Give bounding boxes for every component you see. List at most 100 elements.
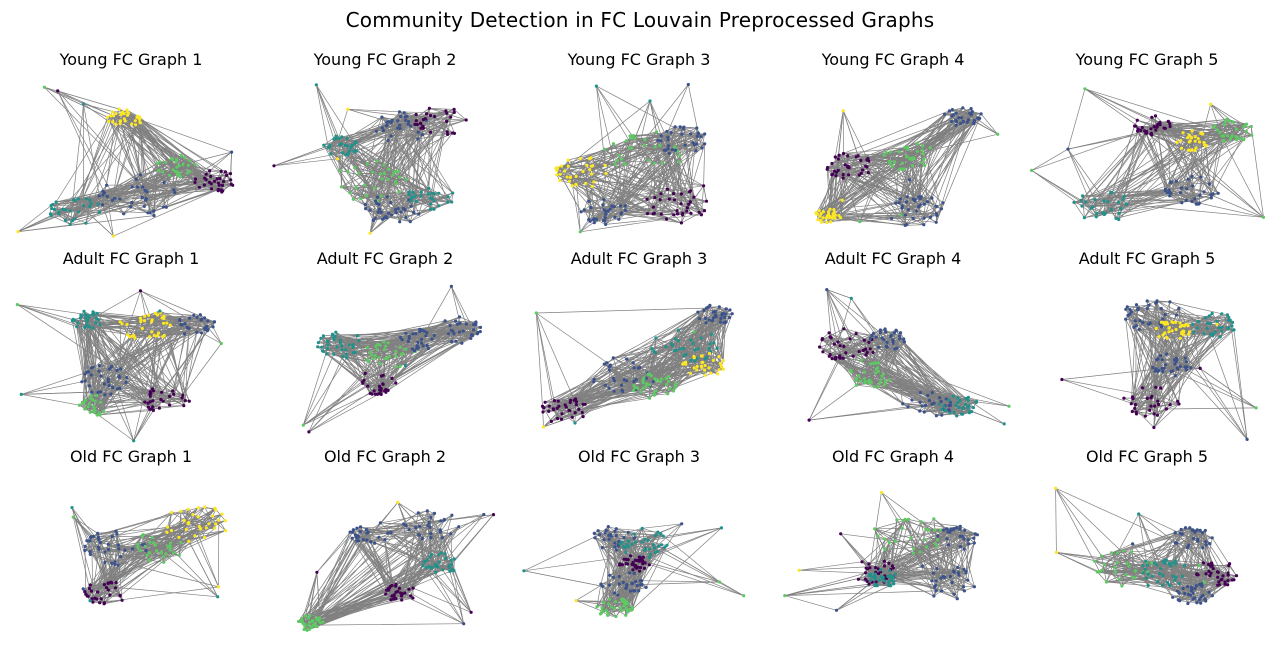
graph-node: [381, 129, 385, 133]
panel-title: Young FC Graph 1: [59, 50, 203, 69]
graph-node: [1167, 188, 1171, 192]
graph-node: [591, 218, 595, 222]
graph-node: [87, 384, 91, 388]
edge-layer: [815, 107, 998, 226]
graph-node: [187, 316, 192, 320]
graph-node: [913, 199, 917, 203]
graph-edge: [83, 311, 164, 402]
graph-node: [404, 177, 408, 181]
graph-node: [177, 164, 181, 168]
graph-node: [106, 377, 110, 381]
graph-panel: Young FC Graph 4: [766, 50, 1020, 250]
graph-node: [673, 145, 677, 149]
graph-panel: Young FC Graph 5: [1020, 50, 1274, 250]
graph-node: [135, 115, 139, 119]
graph-edge: [391, 120, 412, 199]
graph-node: [206, 319, 210, 323]
node-layer: [272, 83, 468, 235]
graph-node: [826, 165, 830, 170]
graph-edge: [583, 149, 605, 210]
node-layer: [554, 82, 709, 234]
graph-edge: [391, 112, 405, 121]
graph-node: [376, 210, 380, 214]
graph-node: [884, 151, 888, 155]
graph-node: [142, 204, 146, 208]
graph-edge: [843, 153, 884, 156]
graph-node: [846, 154, 850, 158]
graph-node: [209, 182, 213, 186]
graph-node: [892, 160, 896, 164]
graph-node: [1180, 201, 1184, 205]
graph-node: [902, 167, 906, 171]
graph-node: [385, 216, 389, 220]
graph-edge: [226, 175, 232, 185]
graph-edge: [907, 109, 953, 148]
graph-node: [445, 111, 449, 115]
graph-node: [139, 318, 143, 322]
graph-edge: [150, 400, 190, 403]
graph-edge: [17, 164, 184, 232]
graph-edge: [905, 224, 924, 226]
graph-node: [1190, 174, 1194, 178]
graph-node: [890, 216, 894, 221]
graph-node: [203, 316, 207, 320]
graph-node: [429, 130, 433, 134]
graph-node: [119, 113, 123, 117]
graph-edge: [69, 200, 76, 212]
graph-edge: [1110, 192, 1112, 210]
graph-edge: [453, 109, 467, 121]
graph-node: [1193, 197, 1197, 201]
graph-edge: [180, 176, 218, 180]
graph-node: [817, 209, 821, 213]
graph-node: [679, 192, 683, 196]
graph-node: [923, 163, 927, 168]
graph-node: [1165, 191, 1170, 195]
graph-node: [859, 158, 863, 162]
graph-node: [53, 207, 57, 212]
graph-node: [140, 195, 144, 200]
graph-node: [667, 197, 671, 201]
graph-edge: [110, 115, 160, 171]
graph-node: [665, 187, 670, 191]
graph-edge: [889, 161, 916, 200]
graph-edge: [72, 319, 112, 368]
network-graph: [15, 289, 223, 443]
graph-edge: [350, 147, 404, 209]
graph-edge: [131, 186, 138, 203]
graph-edge: [556, 100, 651, 176]
graph-edge: [388, 134, 423, 170]
graph-node: [1222, 123, 1227, 127]
graph-node: [49, 204, 53, 208]
graph-node: [970, 110, 974, 114]
graph-node: [385, 120, 389, 124]
graph-edge: [659, 199, 662, 215]
graph-node: [322, 143, 326, 147]
graph-node: [1191, 184, 1195, 188]
graph-node: [656, 138, 660, 142]
graph-node: [1194, 202, 1198, 206]
graph-edge: [163, 315, 198, 318]
graph-node: [169, 157, 173, 161]
graph-node: [402, 111, 406, 115]
graph-edge: [72, 159, 173, 221]
graph-edge: [1137, 130, 1177, 182]
edge-layer: [1031, 88, 1264, 220]
graph-node: [338, 143, 342, 147]
graph-node: [1139, 128, 1143, 133]
graph-edge: [137, 174, 178, 188]
graph-edge: [1144, 130, 1202, 178]
graph-edge: [338, 109, 349, 139]
graph-node: [195, 315, 199, 319]
graph-node: [830, 173, 834, 177]
graph-edge: [1084, 199, 1096, 218]
graph-edge: [58, 122, 141, 213]
graph-edge: [57, 90, 115, 199]
graph-node: [109, 114, 113, 118]
graph-node: [574, 183, 578, 187]
graph-node: [676, 150, 680, 154]
graph-node: [843, 163, 847, 167]
graph-node: [100, 203, 105, 207]
network-graph: [16, 85, 235, 238]
graph-edge: [93, 313, 135, 441]
graph-edge: [404, 112, 417, 115]
